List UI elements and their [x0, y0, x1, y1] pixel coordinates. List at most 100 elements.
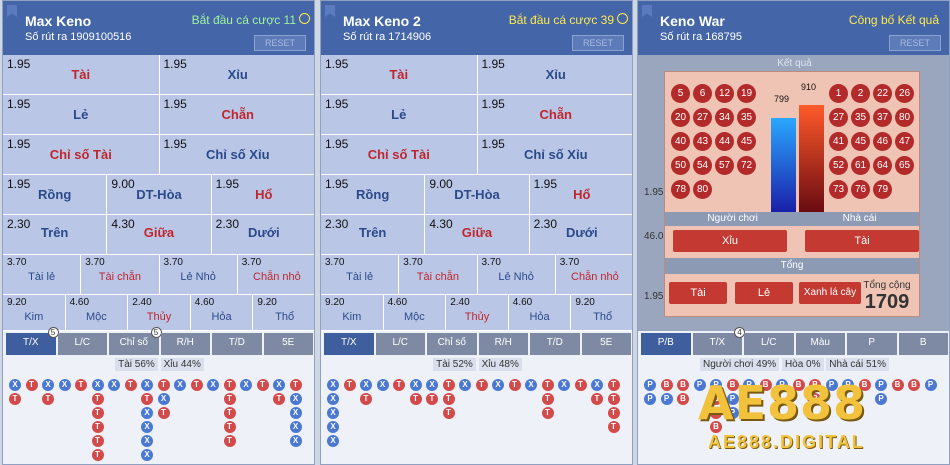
bet-cell[interactable]: 1.95 Chẵn: [477, 95, 632, 134]
tab-1[interactable]: L/C: [57, 333, 107, 355]
grand-total: Tổng cộng 1709: [857, 280, 917, 314]
bet-cell[interactable]: 2.30 Trên: [3, 215, 108, 254]
player-xiu-button[interactable]: Xỉu: [673, 230, 787, 252]
reset-button[interactable]: RESET: [889, 35, 941, 51]
bet-cell[interactable]: 4.60 Mộc: [65, 295, 129, 330]
le-button[interactable]: Lẻ: [735, 282, 793, 304]
road-ball: X: [289, 421, 302, 433]
bet-cell[interactable]: 9.00 DT-Hòa: [107, 175, 212, 214]
number-ball: 41: [829, 132, 848, 151]
number-ball: 34: [715, 108, 734, 127]
green-button[interactable]: Xanh lá cây: [799, 282, 861, 304]
grand-total-label: Tổng cộng: [863, 280, 911, 291]
bet-cell[interactable]: 4.60 Hỏa: [508, 295, 572, 330]
bet-cell[interactable]: 1.95 Chỉ số Tài: [3, 135, 160, 174]
bet-cell[interactable]: 4.30 Giữa: [107, 215, 212, 254]
tab-5[interactable]: B: [898, 333, 948, 355]
tab-4[interactable]: T/D: [530, 333, 580, 355]
bet-cell[interactable]: 3.70 Chẵn nhỏ: [237, 255, 314, 294]
road-ball: X: [108, 379, 120, 391]
bet-cell[interactable]: 1.95 Lẻ: [3, 95, 160, 134]
road-ball: P: [743, 379, 755, 391]
number-ball: 20: [671, 108, 690, 127]
bet-cell[interactable]: 1.95 Hổ: [529, 175, 632, 214]
number-ball: 19: [737, 84, 756, 103]
road-ball: T: [607, 421, 620, 433]
bet-cell[interactable]: 1.95 Xỉu: [159, 55, 314, 94]
bet-cell[interactable]: 1.95 Chẵn: [159, 95, 314, 134]
reset-button[interactable]: RESET: [572, 35, 624, 51]
bet-cell[interactable]: 4.30 Giữa: [425, 215, 530, 254]
tab-3[interactable]: Màu: [795, 333, 845, 355]
bet-cell[interactable]: 3.70 Tài lẻ: [321, 255, 400, 294]
bet-cell[interactable]: 3.70 Lẻ Nhỏ: [159, 255, 238, 294]
bet-label: Trên: [358, 225, 387, 240]
side-odds: 46.0: [644, 231, 664, 242]
bet-label: Thổ: [275, 311, 295, 323]
bet-cell[interactable]: 1.95 Chỉ số Tài: [321, 135, 478, 174]
tab-5[interactable]: 5E: [263, 333, 313, 355]
bet-odds: 4.60: [512, 297, 533, 308]
bet-cell[interactable]: 2.30 Dưới: [211, 215, 314, 254]
bet-cell[interactable]: 1.95 Lẻ: [321, 95, 478, 134]
tab-5[interactable]: 5E: [581, 333, 631, 355]
bet-cell[interactable]: 1.95 Xỉu: [477, 55, 632, 94]
road-ball: B: [677, 379, 689, 391]
bet-cell[interactable]: 2.40 Thủy: [128, 295, 191, 330]
dealer-tai-button[interactable]: Tài: [805, 230, 919, 252]
tab-0[interactable]: P/B: [641, 333, 691, 355]
bet-cell[interactable]: 4.60 Hỏa: [190, 295, 254, 330]
road-ball: P: [776, 379, 788, 391]
brand-logo: AE888 AE888.DIGITAL: [678, 374, 948, 464]
bet-cell[interactable]: 1.95 Rồng: [3, 175, 108, 214]
road-ball: T: [541, 407, 554, 419]
road-ball: X: [409, 379, 422, 391]
bet-cell[interactable]: 2.40 Thủy: [446, 295, 509, 330]
tab-2[interactable]: Chỉ số 5: [109, 327, 162, 355]
logo-text: AE888: [698, 376, 867, 430]
bet-cell[interactable]: 1.95 Chỉ số Xỉu: [477, 135, 632, 174]
road-ball: P: [693, 379, 706, 391]
bet-cell[interactable]: 1.95 Chỉ số Xỉu: [159, 135, 314, 174]
bet-cell[interactable]: 1.95 Hổ: [211, 175, 314, 214]
bet-cell[interactable]: 9.20 Kim: [3, 295, 66, 330]
bet-cell[interactable]: 9.20 Thổ: [571, 295, 632, 330]
tab-3[interactable]: R/H: [160, 333, 210, 355]
bet-cell[interactable]: 2.30 Dưới: [529, 215, 632, 254]
bet-cell[interactable]: 3.70 Lẻ Nhỏ: [477, 255, 556, 294]
reset-button[interactable]: RESET: [254, 35, 306, 51]
tab-2[interactable]: L/C: [744, 333, 794, 355]
road-ball: T: [426, 393, 438, 405]
bet-odds: 2.30: [215, 217, 240, 231]
player-bar: [771, 117, 796, 212]
bet-cell[interactable]: 1.95 Rồng: [321, 175, 426, 214]
bet-cell[interactable]: 3.70 Tài lẻ: [3, 255, 82, 294]
bet-cell[interactable]: 9.00 DT-Hòa: [425, 175, 530, 214]
bet-cell[interactable]: 9.20 Kim: [321, 295, 384, 330]
bet-cell[interactable]: 2.30 Trên: [321, 215, 426, 254]
bet-cell[interactable]: 3.70 Tài chẵn: [399, 255, 478, 294]
bet-cell[interactable]: 3.70 Tài chẵn: [81, 255, 160, 294]
number-ball: 61: [851, 156, 870, 175]
road-ball: T: [541, 393, 554, 405]
road-ball: T: [442, 393, 455, 405]
tab-1[interactable]: T/X 4: [692, 327, 745, 355]
logo-subtext: AE888.DIGITAL: [708, 432, 865, 452]
tab-3[interactable]: R/H: [478, 333, 528, 355]
bet-cell[interactable]: 9.20 Thổ: [253, 295, 314, 330]
road-ball: P: [875, 393, 887, 405]
tab-4[interactable]: P: [847, 333, 897, 355]
bet-cell[interactable]: 1.95 Tài: [3, 55, 160, 94]
bet-cell[interactable]: 4.60 Mộc: [383, 295, 447, 330]
bet-cell[interactable]: 1.95 Tài: [321, 55, 478, 94]
tab-1[interactable]: L/C: [375, 333, 425, 355]
tab-0[interactable]: T/X: [324, 333, 374, 355]
bet-cell[interactable]: 3.70 Chẵn nhỏ: [555, 255, 632, 294]
tab-0[interactable]: T/X 5: [6, 327, 59, 355]
bet-label: DT-Hòa: [454, 187, 500, 202]
bet-label: Kim: [24, 311, 44, 323]
clock-icon: [299, 13, 310, 24]
tab-2[interactable]: Chỉ số: [427, 333, 477, 355]
tai-button[interactable]: Tài: [669, 282, 727, 304]
tab-4[interactable]: T/D: [212, 333, 262, 355]
